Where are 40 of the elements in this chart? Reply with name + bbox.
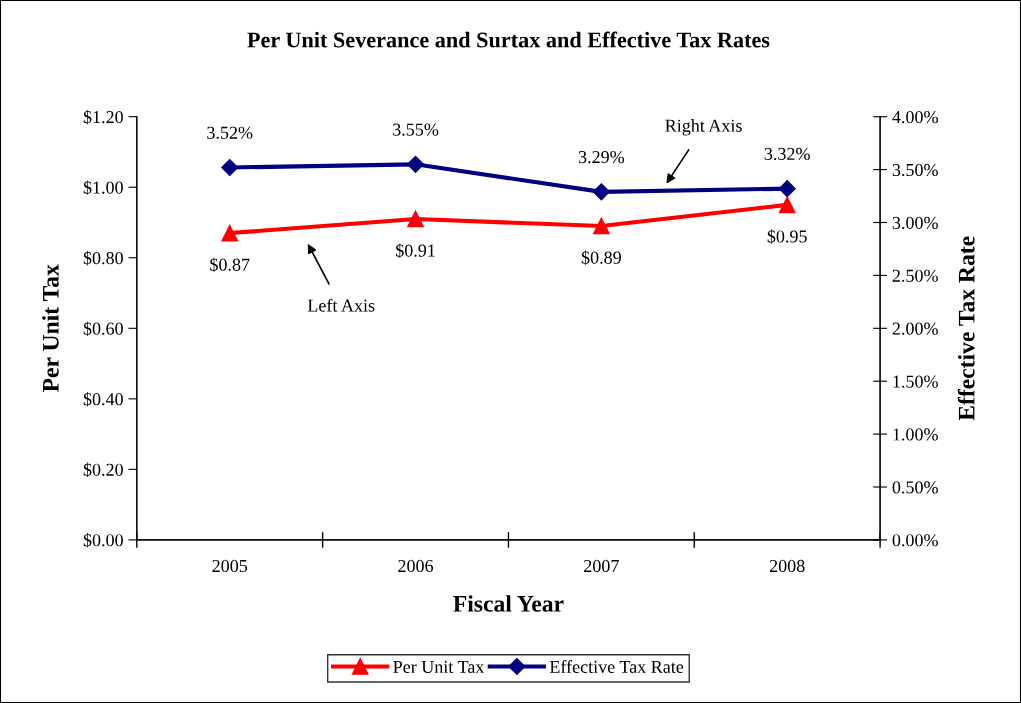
point: [778, 196, 796, 214]
point: [407, 210, 424, 228]
x-tick-label: 2007: [584, 559, 619, 573]
y-tick-label: $1.00: [83, 180, 123, 195]
legend-label: Effective Tax Rate: [549, 660, 684, 673]
data-label: $0.91: [396, 243, 435, 258]
point: [221, 224, 239, 242]
legend-label: Per Unit Tax: [393, 660, 485, 673]
y-tick-label: $0.40: [83, 392, 123, 407]
y2-tick-label: 1.50%: [893, 375, 938, 388]
chart-title: Per Unit Severance and Surtax and Effective Tax Rates: [247, 31, 770, 48]
point: [593, 217, 610, 235]
x-tick-label: 2008: [769, 559, 805, 573]
y2-tick-label: 0.00%: [892, 534, 938, 547]
y-tick-label: $0.00: [83, 533, 123, 548]
data-label: 3.29%: [578, 150, 625, 164]
y2-tick-label: 2.00%: [892, 322, 938, 335]
x-tick-label: 2006: [398, 559, 434, 573]
y-tick-label: $0.80: [83, 250, 123, 266]
y-tick-label: $0.60: [83, 321, 123, 336]
data-label: $0.95: [767, 229, 807, 244]
x-tick-label: 2005: [212, 559, 248, 573]
data-label: $0.87: [210, 257, 250, 272]
y2-axis-title: Effective Tax Rate: [957, 236, 975, 421]
data-label: 3.55%: [393, 123, 439, 136]
y-tick-label: $0.20: [83, 462, 123, 478]
y2-tick-label: 3.00%: [892, 216, 938, 230]
x-axis-title: Fiscal Year: [453, 595, 564, 612]
y2-tick-label: 4.00%: [892, 110, 938, 124]
data-label: 3.52%: [207, 126, 253, 139]
y2-tick-label: 2.50%: [892, 269, 938, 282]
y2-tick-label: 0.50%: [892, 481, 938, 494]
y-tick-label: $1.20: [83, 109, 123, 125]
data-label: 3.32%: [764, 147, 810, 161]
data-label: $0.89: [581, 250, 621, 265]
annotation: Left Axis: [307, 298, 375, 312]
annotation: Right Axis: [665, 119, 742, 136]
y-axis-title: Per Unit Tax: [42, 264, 59, 392]
y2-tick-label: 1.00%: [893, 428, 938, 441]
y2-tick-label: 3.50%: [892, 163, 938, 177]
